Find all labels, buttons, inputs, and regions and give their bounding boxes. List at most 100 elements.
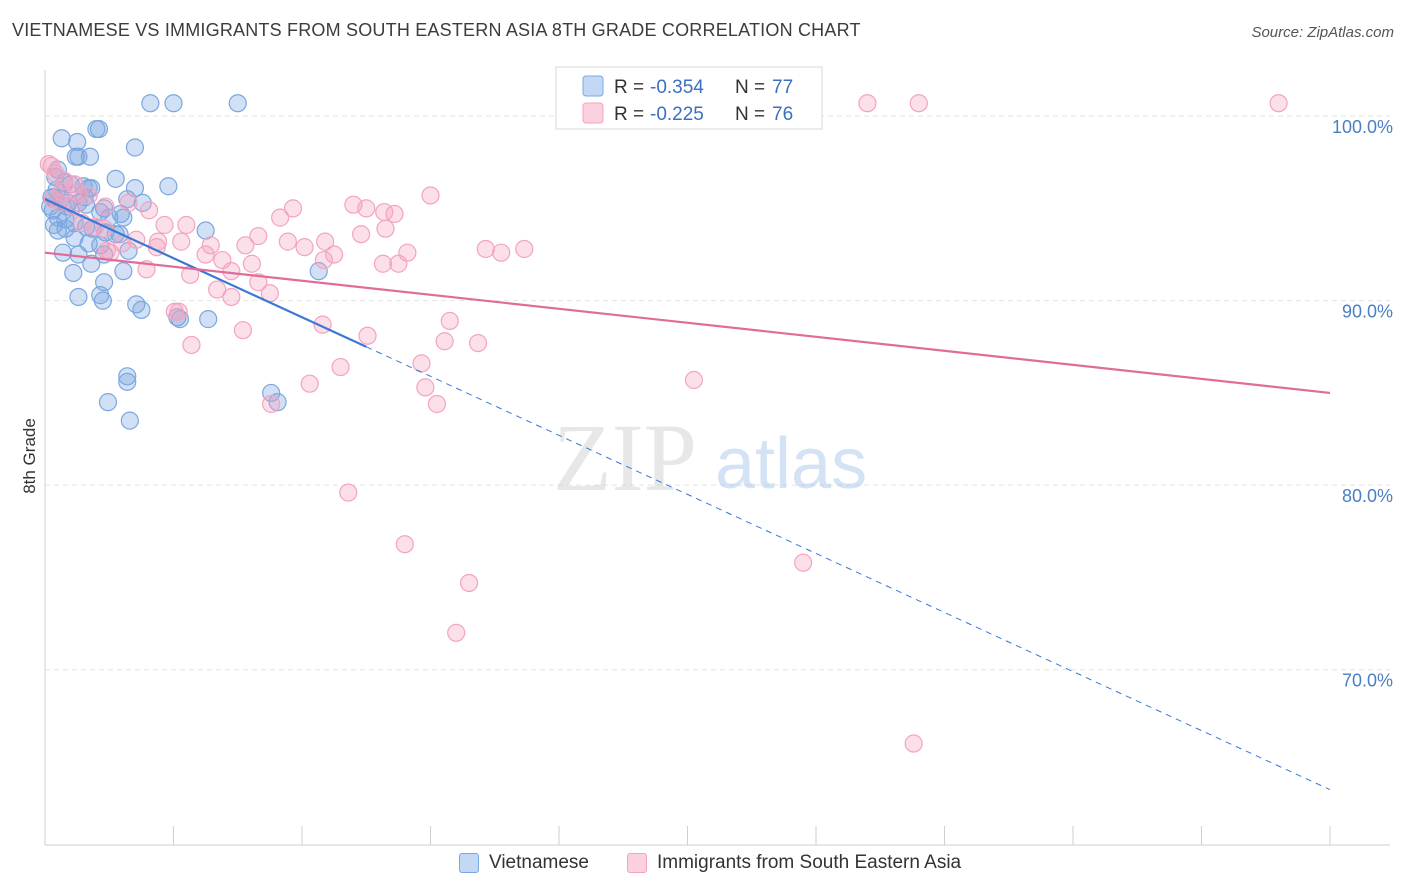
- point-s1-81: [459, 573, 479, 593]
- point-s1-57: [222, 262, 241, 281]
- legend-r-value-1: -0.354: [650, 77, 704, 98]
- legend-n-label-1: N =: [735, 77, 765, 98]
- point-s0-4: [228, 94, 247, 113]
- point-s1-19: [385, 204, 404, 224]
- point-s0-69: [268, 393, 287, 412]
- point-s1-31: [249, 226, 268, 246]
- point-s1-2: [1269, 94, 1288, 113]
- point-s0-66: [98, 393, 118, 412]
- point-s1-69: [435, 332, 454, 351]
- point-s1-64: [440, 311, 459, 331]
- point-s1-40: [325, 245, 344, 264]
- legend-swatch-immigrants-bottom: [627, 853, 647, 873]
- bottom-legend: Vietnamese Immigrants from South Eastern…: [0, 850, 1406, 880]
- point-s1-0: [858, 94, 877, 113]
- point-s0-75: [79, 178, 98, 198]
- chart-source: Source: ZipAtlas.com: [1251, 24, 1394, 41]
- point-s0-52: [114, 262, 133, 281]
- point-s1-1: [909, 94, 928, 113]
- point-s1-6: [55, 171, 74, 190]
- point-s1-51: [314, 250, 333, 270]
- point-s1-36: [172, 232, 191, 251]
- point-s0-67: [120, 411, 139, 430]
- point-s1-37: [201, 236, 220, 255]
- scatter-plot: ZIP atlas 100.0%90.0%80.0%70.0%0.0%100.0…: [20, 66, 1393, 846]
- point-s1-60: [222, 287, 241, 307]
- legend-n-label-2: N =: [735, 104, 765, 125]
- trend-solid-1: [44, 251, 1331, 395]
- point-s0-5: [52, 129, 71, 148]
- gridlines: [45, 115, 1390, 671]
- point-s0-17: [106, 169, 125, 188]
- legend-r-value-2: -0.225: [650, 104, 704, 125]
- point-s1-27: [155, 215, 174, 235]
- point-s0-43: [79, 234, 98, 253]
- point-s0-9: [80, 147, 100, 166]
- watermark-zip: ZIP: [553, 404, 697, 511]
- point-s1-63: [165, 302, 184, 321]
- legend-item-vietnamese: Vietnamese: [459, 852, 589, 874]
- point-s1-38: [236, 236, 255, 255]
- legend-label-immigrants: Immigrants from South Eastern Asia: [657, 852, 962, 873]
- y-tick-label-3: 70.0%: [1342, 671, 1393, 691]
- point-s0-6: [68, 132, 87, 152]
- point-s1-10: [79, 186, 98, 205]
- correlation-legend: R = -0.354 N = 77 R = -0.225 N = 76: [555, 66, 823, 130]
- point-s0-62: [199, 310, 218, 329]
- legend-n-value-1: 77: [772, 77, 793, 98]
- point-s1-83: [904, 734, 923, 753]
- trend-dashed-0: [366, 346, 1331, 791]
- point-s1-53: [389, 254, 408, 273]
- point-s0-56: [93, 291, 112, 310]
- point-s1-20: [96, 197, 115, 216]
- legend-label-vietnamese: Vietnamese: [489, 852, 589, 873]
- point-s1-80: [794, 553, 813, 572]
- point-s1-32: [278, 232, 297, 251]
- point-s1-68: [182, 335, 201, 355]
- point-s1-21: [119, 193, 138, 212]
- point-s0-65: [118, 372, 137, 391]
- point-s1-43: [492, 243, 511, 262]
- tick-labels: 100.0%90.0%80.0%70.0%0.0%100.0%: [1332, 117, 1393, 691]
- legend-n-value-2: 76: [772, 104, 793, 125]
- point-s1-15: [357, 199, 376, 218]
- point-s1-48: [196, 245, 215, 264]
- point-s1-65: [233, 321, 252, 340]
- point-s1-78: [339, 483, 358, 502]
- point-s1-59: [208, 280, 227, 299]
- point-s0-57: [69, 287, 88, 307]
- y-tick-label-2: 80.0%: [1342, 486, 1393, 506]
- point-s1-58: [249, 273, 268, 292]
- legend-r-label-1: R =: [614, 77, 644, 98]
- point-s0-1: [89, 119, 109, 139]
- point-s1-72: [412, 354, 431, 373]
- point-s1-23: [271, 208, 290, 227]
- point-s1-77: [427, 394, 447, 414]
- legend-r-label-2: R =: [614, 104, 644, 125]
- series-1: [39, 94, 1288, 753]
- point-s1-76: [262, 394, 281, 414]
- point-s0-64: [118, 367, 137, 386]
- point-s0-53: [64, 263, 83, 283]
- point-s1-79: [395, 535, 414, 554]
- legend-swatch-vietnamese-bottom: [459, 853, 479, 873]
- point-s1-44: [515, 239, 534, 259]
- legend-swatch-vietnamese: [582, 75, 604, 97]
- point-s1-75: [684, 370, 704, 390]
- point-s0-27: [133, 193, 152, 212]
- point-s1-73: [300, 374, 319, 393]
- point-s1-42: [476, 239, 495, 259]
- point-s0-63: [309, 262, 328, 281]
- point-s0-3: [164, 94, 183, 113]
- chart-title: VIETNAMESE VS IMMIGRANTS FROM SOUTH EAST…: [12, 20, 861, 40]
- y-tick-label-0: 100.0%: [1332, 117, 1393, 137]
- y-axis-label: 8th Grade: [20, 418, 39, 494]
- point-s1-39: [295, 238, 314, 257]
- trend-lines: [44, 198, 1331, 791]
- point-s1-50: [242, 254, 261, 273]
- point-s0-10: [125, 138, 145, 157]
- series-0: [41, 94, 328, 430]
- point-s0-59: [132, 300, 151, 319]
- point-s0-19: [159, 177, 178, 196]
- point-s1-54: [101, 243, 120, 262]
